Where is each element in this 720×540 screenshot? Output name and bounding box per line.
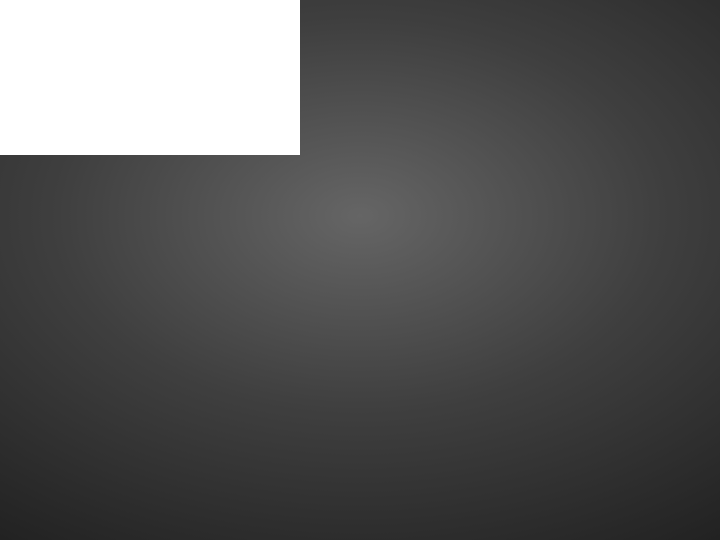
figure-b-svg (0, 0, 300, 150)
figure-b (0, 0, 300, 155)
slide (0, 0, 720, 540)
